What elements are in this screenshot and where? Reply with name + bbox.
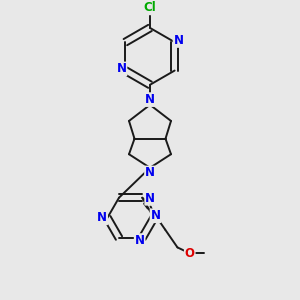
Text: N: N: [116, 62, 127, 75]
Text: N: N: [151, 209, 160, 222]
Text: N: N: [145, 192, 155, 205]
Text: O: O: [185, 247, 195, 260]
Text: N: N: [135, 234, 145, 247]
Text: N: N: [173, 34, 184, 47]
Text: N: N: [97, 212, 107, 224]
Text: N: N: [145, 167, 155, 179]
Text: N: N: [145, 93, 155, 106]
Text: Cl: Cl: [144, 2, 156, 14]
